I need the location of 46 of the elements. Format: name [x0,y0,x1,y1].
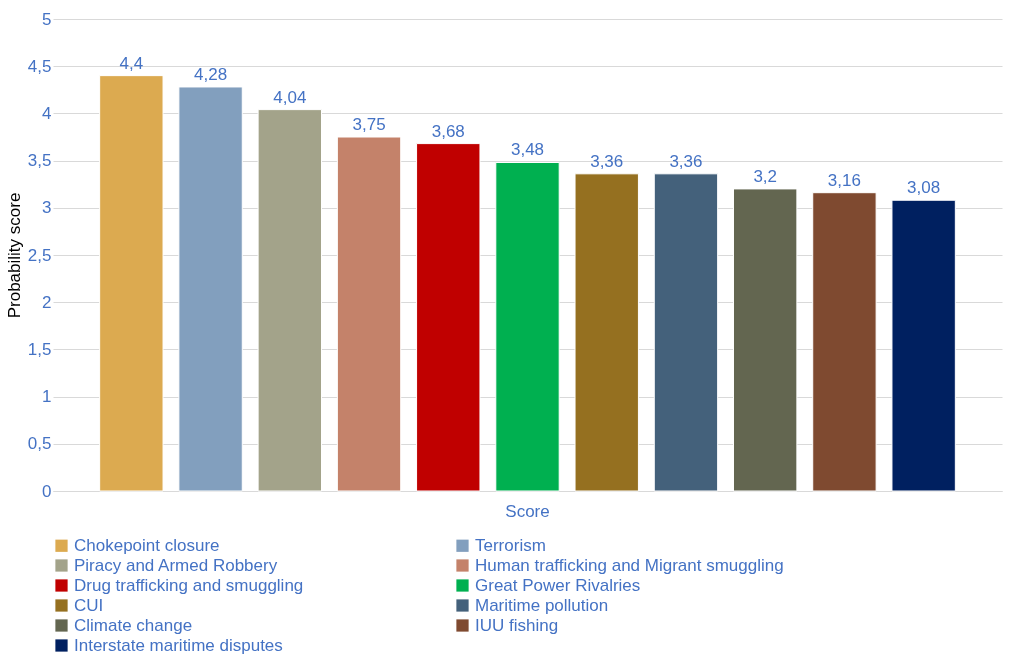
data-label: 4,04 [273,87,307,107]
data-label: 3,75 [352,115,386,134]
bar [574,173,639,492]
y-tick-label: 4,5 [27,56,52,76]
y-tick-label: 0,5 [27,434,52,454]
bar [812,192,877,492]
data-label: 3,48 [510,140,545,160]
y-tick-label: 5 [42,9,52,29]
y-tick-label: 3,5 [27,151,52,171]
y-tick-label: 2,5 [27,245,52,265]
data-label: 4,28 [194,64,228,84]
bar [336,136,402,492]
bar [178,86,243,492]
bar [891,199,956,492]
y-tick-label: 2 [42,292,52,312]
legend-label: Chokepoint closure [74,535,220,555]
legend-label: IUU fishing [475,615,559,635]
data-label: 3,16 [827,170,861,190]
y-tick-label: 0 [42,481,52,501]
legend-label: Great Power Rivalries [475,575,641,595]
legend-label: Piracy and Armed Robbery [74,555,278,575]
bar [653,173,719,492]
y-tick-label: 1 [42,387,52,407]
y-tick-label: 3 [42,198,52,218]
data-label: 4,4 [119,53,144,73]
bar [733,188,798,492]
y-tick-label: 1,5 [27,339,52,359]
bar [495,161,560,492]
data-label: 3,36 [590,151,624,171]
data-label: 3,36 [669,151,703,171]
y-tick-label: 4 [42,103,52,123]
bar [416,143,481,492]
legend-label: Interstate maritime disputes [74,635,283,655]
legend-label: Climate change [74,615,193,635]
legend-label: Drug trafficking and smuggling [74,575,304,595]
legend-label: Terrorism [475,535,546,555]
data-label: 3,68 [431,121,465,141]
y-axis-title: Probability score [4,192,24,319]
data-label: 3,08 [907,178,941,198]
x-tick-label: Score [505,501,550,521]
legend-label: Maritime pollution [475,595,609,615]
bar [99,75,164,492]
legend-label: Human trafficking and Migrant smuggling [475,555,784,575]
data-label: 3,2 [753,166,778,186]
bar [257,109,322,492]
legend-label: CUI [74,595,104,615]
